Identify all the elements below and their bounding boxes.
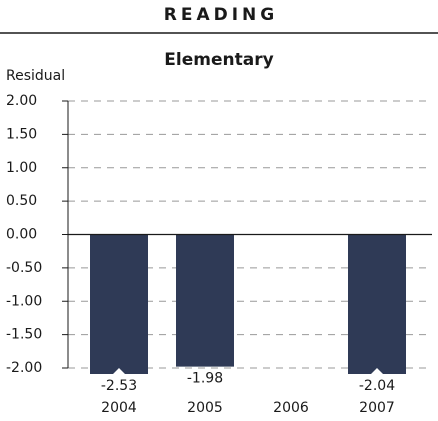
x-tick-label: 2006 (273, 400, 309, 416)
y-tick-label: -1.50 (6, 327, 42, 343)
y-tick-label: -0.50 (6, 260, 42, 276)
y-tick-label: 2.00 (6, 93, 37, 109)
y-axis-label: Residual (6, 68, 65, 84)
value-label: -2.04 (359, 378, 395, 394)
y-tick-label: 1.00 (6, 160, 37, 176)
y-tick-label: 0.50 (6, 193, 37, 209)
chart-title: READING (164, 5, 278, 25)
y-tick-label: 1.50 (6, 126, 37, 142)
value-label: -1.98 (187, 371, 223, 387)
chart-subtitle: Elementary (164, 50, 273, 70)
value-label: -2.53 (101, 378, 137, 394)
x-tick-label: 2005 (187, 400, 223, 416)
x-tick-label: 2007 (359, 400, 395, 416)
y-tick-label: 0.00 (6, 227, 37, 243)
bar (90, 234, 148, 374)
bar (348, 234, 406, 374)
y-tick-label: -1.00 (6, 293, 42, 309)
y-tick-label: -2.00 (6, 360, 42, 376)
x-tick-label: 2004 (101, 400, 137, 416)
bar (176, 234, 234, 367)
